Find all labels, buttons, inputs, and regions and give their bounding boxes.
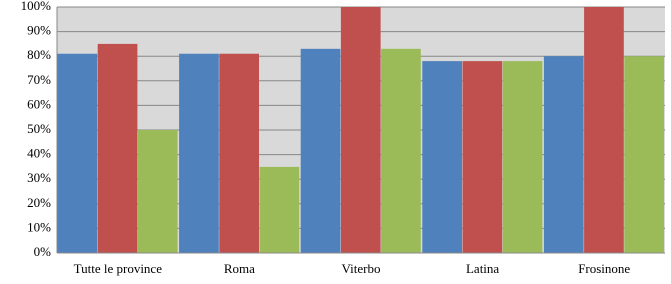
bar bbox=[57, 53, 98, 253]
y-tick-label: 40% bbox=[27, 146, 51, 161]
bar bbox=[300, 48, 341, 253]
bar bbox=[97, 43, 138, 254]
bar bbox=[259, 166, 300, 253]
y-tick-label: 60% bbox=[27, 96, 51, 111]
bar bbox=[584, 7, 624, 253]
y-tick-label: 90% bbox=[27, 23, 51, 38]
y-tick-label: 50% bbox=[27, 121, 51, 136]
bar bbox=[502, 61, 543, 254]
bar bbox=[422, 61, 462, 254]
bar bbox=[340, 7, 381, 253]
bar bbox=[624, 56, 664, 254]
y-tick-label: 0% bbox=[34, 244, 52, 259]
x-tick-label: Roma bbox=[224, 261, 255, 276]
bar bbox=[381, 48, 421, 253]
y-tick-label: 10% bbox=[27, 219, 51, 234]
x-tick-label: Viterbo bbox=[342, 261, 381, 276]
bar bbox=[219, 53, 259, 253]
y-tick-label: 100% bbox=[21, 0, 52, 13]
y-tick-label: 80% bbox=[27, 47, 51, 62]
y-tick-label: 20% bbox=[27, 195, 51, 210]
bar bbox=[462, 61, 503, 254]
bar bbox=[543, 56, 584, 254]
x-tick-label: Latina bbox=[466, 261, 499, 276]
x-tick-label: Tutte le province bbox=[74, 261, 163, 276]
y-tick-label: 70% bbox=[27, 72, 51, 87]
bar bbox=[179, 53, 219, 253]
bar bbox=[137, 130, 178, 253]
y-tick-label: 30% bbox=[27, 170, 51, 185]
x-tick-label: Frosinone bbox=[578, 261, 630, 276]
